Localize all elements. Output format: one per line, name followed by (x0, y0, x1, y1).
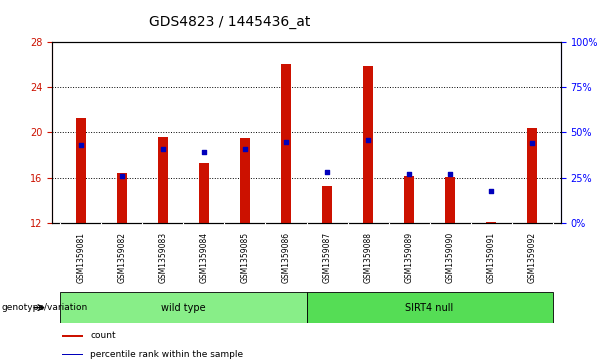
Point (117, 173, 127, 179)
Point (158, 146, 168, 152)
Point (76, 142, 86, 148)
Bar (306, 292, 553, 323)
Point (322, 170, 332, 175)
Bar (240, 138, 250, 223)
Bar (60, 292, 306, 323)
Bar (199, 163, 209, 223)
Point (486, 188, 496, 193)
Text: GSM1359091: GSM1359091 (487, 232, 496, 283)
Text: GSM1359083: GSM1359083 (158, 232, 167, 283)
Text: GSM1359087: GSM1359087 (322, 232, 332, 283)
Bar (322, 186, 332, 223)
Text: count: count (90, 331, 116, 340)
Bar (486, 222, 497, 223)
Point (281, 139, 291, 144)
Bar (404, 176, 414, 223)
Point (404, 171, 414, 177)
Text: GSM1359082: GSM1359082 (117, 232, 126, 283)
Text: GSM1359086: GSM1359086 (281, 232, 291, 283)
Bar (281, 65, 291, 223)
Point (363, 137, 373, 143)
Text: SIRT4 null: SIRT4 null (405, 303, 454, 313)
Bar (363, 66, 373, 223)
Bar (527, 128, 538, 223)
Bar (116, 174, 127, 223)
Point (527, 140, 537, 146)
Text: GSM1359090: GSM1359090 (446, 232, 455, 284)
Text: GSM1359085: GSM1359085 (240, 232, 249, 283)
Text: percentile rank within the sample: percentile rank within the sample (90, 350, 243, 359)
Bar (445, 177, 455, 223)
Text: GSM1359088: GSM1359088 (364, 232, 373, 283)
Bar (75, 118, 86, 223)
Point (445, 171, 455, 177)
Text: GSM1359081: GSM1359081 (77, 232, 85, 283)
Bar (63, 335, 83, 337)
Text: GSM1359089: GSM1359089 (405, 232, 414, 283)
Text: GSM1359084: GSM1359084 (199, 232, 208, 283)
Text: GDS4823 / 1445436_at: GDS4823 / 1445436_at (150, 15, 311, 29)
Point (199, 150, 209, 155)
Text: GSM1359092: GSM1359092 (528, 232, 536, 283)
Text: genotype/variation: genotype/variation (1, 303, 88, 312)
Text: wild type: wild type (161, 303, 206, 313)
Point (240, 146, 250, 152)
Bar (63, 354, 83, 355)
Bar (158, 137, 168, 223)
